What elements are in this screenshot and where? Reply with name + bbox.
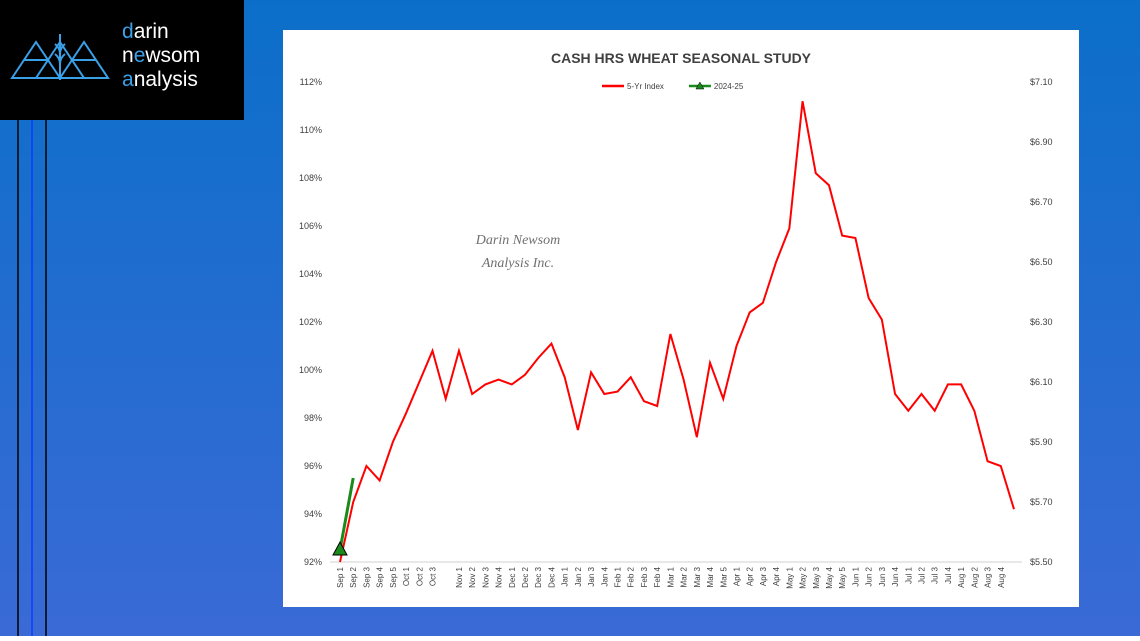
- x-tick-label: Apr 4: [772, 566, 781, 586]
- x-tick-label: Jun 4: [891, 566, 900, 586]
- x-tick-label: Oct 2: [415, 566, 424, 586]
- x-tick-label: Mar 4: [706, 566, 715, 587]
- x-tick-label: Aug 3: [984, 566, 993, 587]
- y2-tick-label: $5.70: [1030, 497, 1053, 507]
- logo-line: darin: [122, 20, 169, 43]
- y2-tick-label: $6.90: [1030, 137, 1053, 147]
- x-tick-label: Sep 4: [376, 566, 385, 587]
- x-tick-label: Aug 2: [970, 566, 979, 587]
- x-tick-label: Nov 4: [495, 566, 504, 587]
- x-tick-label: Dec 1: [508, 566, 517, 587]
- x-tick-label: May 4: [825, 566, 834, 588]
- y-tick-label: 112%: [300, 77, 322, 87]
- x-tick-label: Jul 3: [931, 566, 940, 583]
- y2-tick-label: $6.50: [1030, 257, 1053, 267]
- y-tick-label: 94%: [304, 509, 322, 519]
- legend-label: 2024-25: [714, 82, 744, 91]
- x-tick-label: Aug 4: [997, 566, 1006, 587]
- watermark: Darin Newsom: [475, 233, 560, 248]
- y-tick-label: 106%: [299, 221, 322, 231]
- x-tick-label: Apr 3: [759, 566, 768, 586]
- x-tick-label: Jun 1: [851, 566, 860, 586]
- x-tick-label: Sep 5: [389, 566, 398, 587]
- plot: 92% 94% 96% 98% 100% 102% 104% 106% 108% 110% 112%…: [299, 77, 1053, 589]
- chart-area: [283, 30, 1079, 607]
- x-tick-label: Sep 3: [362, 566, 371, 587]
- x-tick-label: Mar 5: [719, 566, 728, 587]
- y2-tick-label: $5.50: [1030, 557, 1053, 567]
- y2-tick-label: $6.10: [1030, 377, 1053, 387]
- x-tick-label: Jan 4: [600, 566, 609, 586]
- watermark-box: [440, 222, 596, 276]
- x-tick-label: Feb 2: [627, 566, 636, 587]
- x-tick-label: Aug 1: [957, 566, 966, 587]
- series-marker: [332, 540, 348, 556]
- x-tick-label: May 5: [838, 566, 847, 588]
- x-tick-label: Jun 3: [878, 566, 887, 586]
- logo-part: nalysis: [134, 68, 198, 91]
- logo-part: e: [134, 44, 146, 67]
- y-tick-label: 110%: [300, 125, 322, 135]
- x-tick-label: Feb 1: [614, 566, 623, 587]
- y-tick-label: 98%: [304, 413, 322, 423]
- y2-tick-label: $7.10: [1030, 77, 1053, 87]
- x-tick-label: Apr 1: [732, 566, 741, 586]
- logo-part: a: [122, 68, 134, 91]
- x-tick-label: Jul 2: [917, 566, 926, 583]
- y-tick-label: 108%: [299, 173, 322, 183]
- x-tick-label: May 3: [812, 566, 821, 588]
- y-tick-label: 92%: [304, 557, 322, 567]
- y-tick-label: 104%: [299, 269, 322, 279]
- x-tick-label: Apr 2: [746, 566, 755, 586]
- x-tick-label: May 2: [799, 566, 808, 588]
- x-tick-label: Nov 2: [468, 566, 477, 587]
- x-tick-label: Jan 3: [587, 566, 596, 586]
- x-tick-label: Oct 1: [402, 566, 411, 586]
- y-tick-label: 102%: [299, 317, 322, 327]
- x-tick-label: Jun 2: [865, 566, 874, 586]
- logo-line: newsom: [122, 44, 200, 67]
- x-tick-label: Nov 1: [455, 566, 464, 587]
- x-tick-label: Jul 4: [944, 566, 953, 583]
- logo-part: arin: [134, 20, 169, 43]
- logo-part: wsom: [144, 44, 200, 67]
- y2-tick-label: $6.70: [1030, 197, 1053, 207]
- x-tick-label: Mar 3: [693, 566, 702, 587]
- x-tick-label: Nov 3: [481, 566, 490, 587]
- x-tick-label: Jan 2: [574, 566, 583, 586]
- x-tick-label: Dec 3: [534, 566, 543, 587]
- x-tick-label: Sep 1: [336, 566, 345, 587]
- x-tick-label: Feb 4: [653, 566, 662, 587]
- y-tick-label: 96%: [304, 461, 322, 471]
- x-tick-label: Jan 1: [561, 566, 570, 586]
- x-tick-label: Jul 1: [904, 566, 913, 583]
- y2-tick-label: $6.30: [1030, 317, 1053, 327]
- series-line: [339, 101, 1015, 563]
- x-tick-label: May 1: [785, 566, 794, 588]
- watermark: Analysis Inc.: [481, 256, 554, 271]
- logo-line: analysis: [122, 68, 198, 91]
- x-tick-label: Feb 3: [640, 566, 649, 587]
- legend-label: 5-Yr Index: [627, 82, 664, 91]
- chart-title: CASH HRS WHEAT SEASONAL STUDY: [551, 50, 812, 66]
- x-tick-label: Dec 4: [547, 566, 556, 587]
- x-tick-label: Oct 3: [429, 566, 438, 586]
- x-tick-label: Mar 1: [666, 566, 675, 587]
- legend-marker: [695, 81, 705, 90]
- y2-tick-label: $5.90: [1030, 437, 1053, 447]
- x-tick-label: Sep 2: [349, 566, 358, 587]
- x-tick-label: Mar 2: [680, 566, 689, 587]
- y-tick-label: 100%: [299, 365, 322, 375]
- logo-part: d: [122, 20, 134, 43]
- x-tick-label: Dec 2: [521, 566, 530, 587]
- series-line: [338, 477, 355, 551]
- logo-part: n: [122, 44, 134, 67]
- logo-icon: [10, 34, 110, 80]
